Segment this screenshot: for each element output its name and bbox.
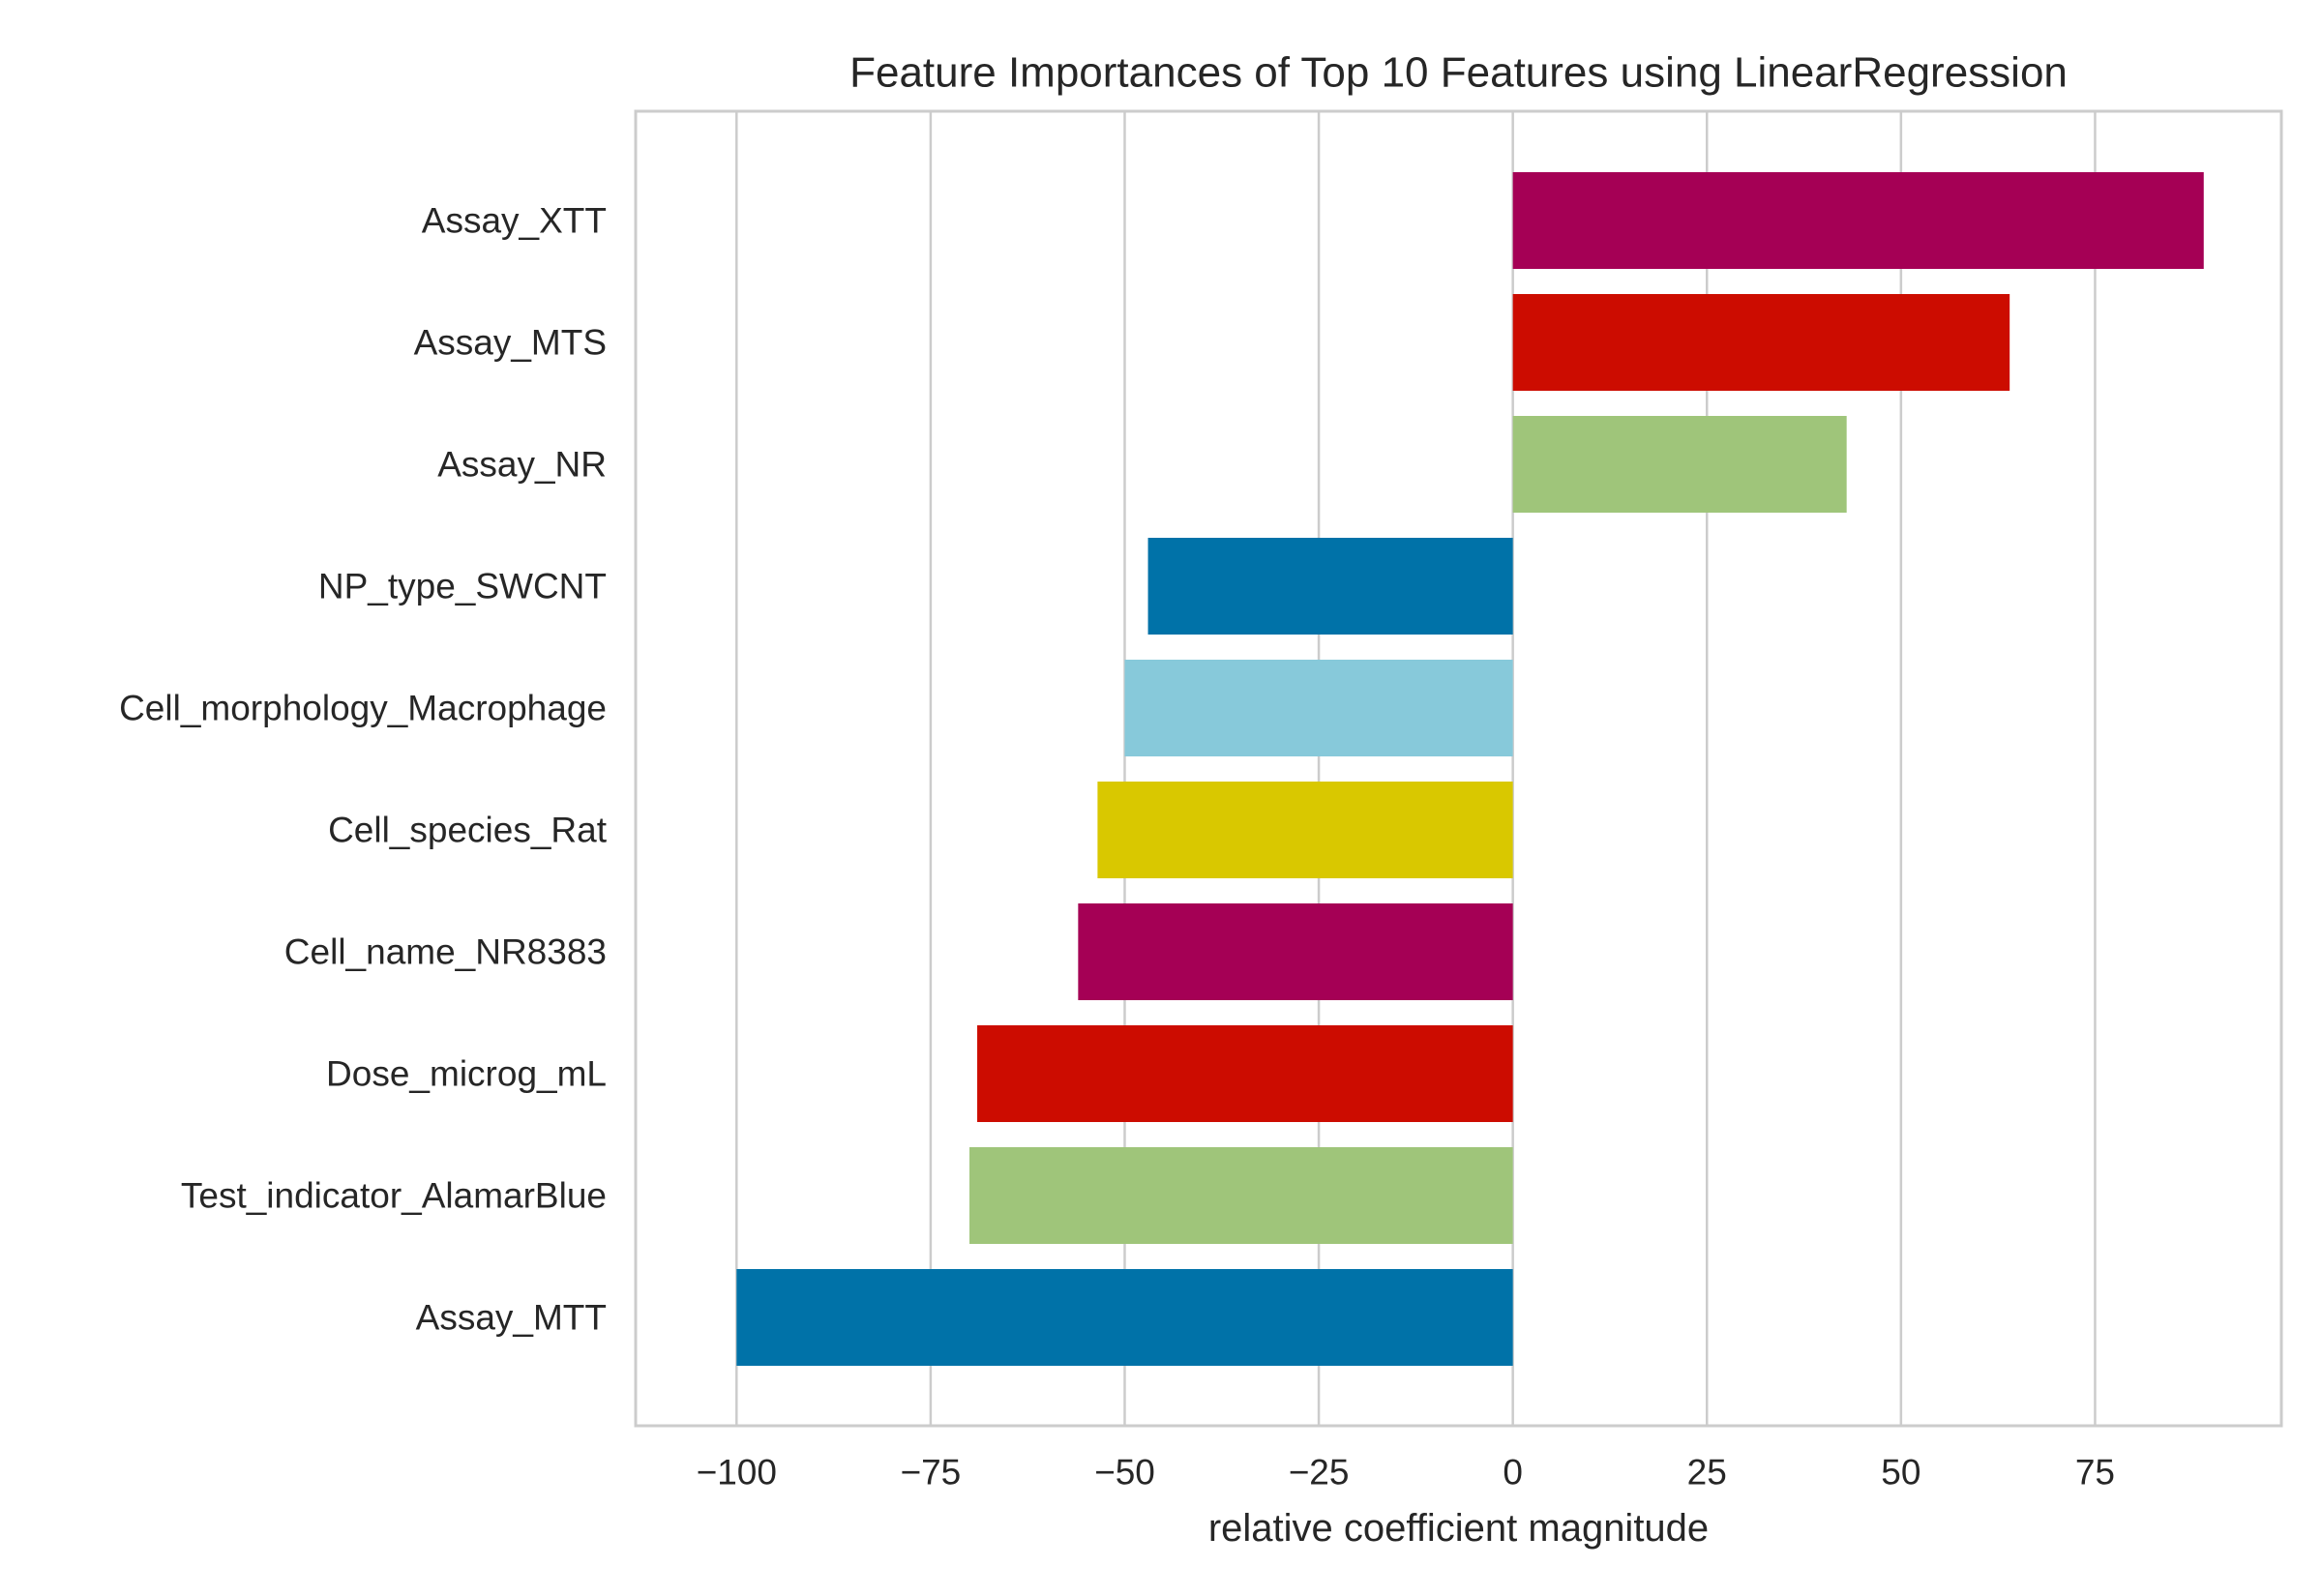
x-tick-label: −50 [1094,1453,1155,1493]
y-tick-label: Cell_name_NR8383 [284,932,607,972]
bar-assay-xtt [1512,172,2204,269]
bar-test-indicator-alamarblue [969,1147,1513,1244]
y-tick-label: Dose_microg_mL [326,1054,607,1094]
bar-assay-nr [1512,416,1847,513]
y-tick-label: Assay_MTS [414,323,607,363]
bar-cell-name-nr8383 [1078,903,1513,1000]
bar-np-type-swcnt [1147,538,1513,635]
x-tick-label: 75 [2075,1453,2115,1493]
y-tick-label: Cell_species_Rat [328,811,608,850]
x-tick-label: 25 [1687,1453,1727,1493]
x-tick-label: −100 [697,1453,777,1493]
bar-assay-mtt [736,1269,1513,1366]
y-tick-label: Cell_morphology_Macrophage [119,689,607,728]
y-tick-label: Assay_MTT [416,1298,607,1338]
x-tick-labels: −100 −75 −50 −25 0 25 50 75 [697,1453,2115,1493]
x-tick-label: 0 [1503,1453,1523,1493]
y-tick-label: Assay_NR [437,445,607,485]
bar-cell-morphology-macrophage [1124,660,1513,756]
bar-dose-microg-ml [977,1025,1513,1122]
x-tick-label: 50 [1881,1453,1920,1493]
x-axis-label: relative coefficient magnitude [1208,1507,1709,1550]
y-tick-label: Test_indicator_AlamarBlue [181,1176,607,1216]
x-tick-label: −25 [1289,1453,1350,1493]
bar-cell-species-rat [1097,782,1513,878]
bar-assay-mts [1512,294,2010,391]
y-tick-labels: Assay_XTT Assay_MTS Assay_NR NP_type_SWCNT C… [119,201,608,1338]
chart-title: Feature Importances of Top 10 Features u… [849,49,2068,97]
plot-frame [634,109,2283,1428]
y-tick-label: NP_type_SWCNT [318,567,607,606]
x-tick-label: −75 [901,1453,962,1493]
bars [736,172,2204,1366]
y-tick-label: Assay_XTT [422,201,607,241]
